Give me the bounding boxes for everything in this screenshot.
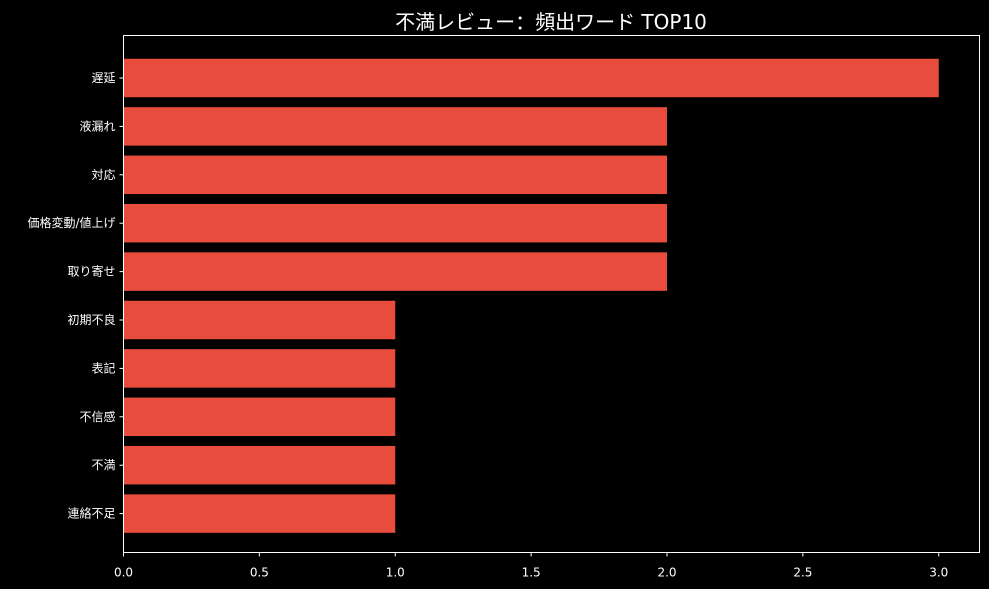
- plot-frame: [123, 35, 980, 553]
- x-tick-label: 2.5: [793, 566, 812, 580]
- chart-title: 不満レビュー：頻出ワード TOP10: [395, 10, 707, 34]
- bar-4: [123, 203, 667, 243]
- y-tick-label: 取り寄せ: [67, 264, 115, 279]
- x-tick-label: 0.5: [250, 566, 269, 580]
- x-tick-label: 2.0: [657, 566, 676, 580]
- y-tick-label: 遅延: [91, 71, 115, 85]
- bar-9: [123, 445, 396, 485]
- y-tick-label: 表記: [91, 360, 115, 375]
- y-tick-label: 不信感: [79, 409, 115, 424]
- y-tick-label: 不満: [91, 458, 115, 472]
- y-tick-label: 液漏れ: [79, 118, 115, 133]
- y-tick-label: 価格変動/値上げ: [27, 215, 115, 230]
- bar-7: [123, 349, 396, 388]
- bar-8: [123, 397, 396, 437]
- bar-2: [123, 107, 667, 146]
- y-tick-label: 対応: [91, 168, 115, 182]
- bar-3: [123, 155, 667, 195]
- x-axis-ticks: 0.0 0.5 1.0 1.5 2.0 2.5 3.0: [114, 552, 948, 580]
- bar-6: [123, 300, 396, 340]
- x-tick-label: 3.0: [929, 566, 948, 580]
- x-tick-label: 1.0: [386, 566, 405, 580]
- bar-5: [123, 252, 667, 291]
- x-tick-label: 0.0: [114, 566, 133, 580]
- y-tick-label: 初期不良: [67, 312, 115, 327]
- x-tick-label: 1.5: [522, 566, 541, 580]
- bar-10: [123, 494, 396, 533]
- bar-1: [123, 58, 939, 98]
- y-tick-label: 連絡不足: [67, 506, 115, 521]
- bars-group: [123, 58, 939, 533]
